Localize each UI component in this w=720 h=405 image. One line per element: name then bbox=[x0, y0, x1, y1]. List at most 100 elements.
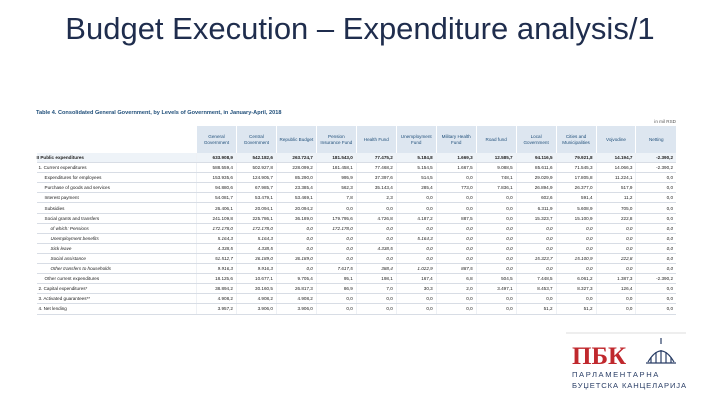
row-label: Purchase of goods and services bbox=[36, 182, 197, 194]
cell: 0,0 bbox=[595, 233, 636, 244]
cell: 0,0 bbox=[395, 303, 437, 315]
cell: 0,0 bbox=[355, 253, 397, 265]
cell: 1.667,5 bbox=[435, 162, 477, 174]
cell: 51.512,7 bbox=[196, 253, 237, 265]
cell: 0,0 bbox=[595, 293, 636, 305]
cell: 9.705,4 bbox=[275, 273, 317, 285]
cell: 5.184,8 bbox=[395, 153, 437, 164]
cell: 748,1 bbox=[475, 172, 517, 184]
cell: 222,8 bbox=[595, 253, 636, 265]
row-label: Interest payment bbox=[36, 192, 197, 204]
cell: 0,0 bbox=[435, 172, 477, 184]
cell: 0,0 bbox=[475, 202, 517, 214]
cell: 11,2 bbox=[595, 192, 636, 204]
cell: 7.836,1 bbox=[475, 182, 517, 194]
cell: 0,0 bbox=[475, 303, 517, 315]
cell: 0,0 bbox=[315, 303, 357, 315]
cell: 0,0 bbox=[595, 243, 636, 254]
cell: 172.178,0 bbox=[235, 223, 277, 234]
logo-mark: ПБК bbox=[572, 343, 626, 370]
cell: 181.458,1 bbox=[315, 162, 357, 174]
cell: 514,5 bbox=[395, 172, 437, 184]
cell: 0,0 bbox=[275, 223, 317, 234]
cell: 179.795,6 bbox=[315, 213, 357, 224]
cell: 241.109,8 bbox=[196, 213, 237, 224]
cell: 7,0 bbox=[355, 283, 397, 295]
cell: 222,8 bbox=[595, 213, 636, 224]
cell: 53.469,1 bbox=[275, 192, 317, 204]
table-unit: in mil RSD bbox=[654, 119, 676, 124]
cell: 4.338,5 bbox=[196, 243, 237, 254]
cell: 0,0 bbox=[435, 293, 477, 305]
cell: 11.224,1 bbox=[595, 172, 636, 184]
cell: 167,4 bbox=[395, 273, 437, 285]
cell: 6,8 bbox=[435, 273, 477, 285]
table-row: 1. Current expenditures 588.559,4 502.927,… bbox=[36, 162, 676, 174]
cell: 5.154,5 bbox=[395, 162, 437, 174]
cell: 4.338,5 bbox=[235, 243, 277, 254]
table-row: Unemployment benefits 5.164,3 5.164,3 0,0 0,… bbox=[36, 233, 676, 244]
cell: 0,0 bbox=[355, 223, 397, 234]
column-header: Unemployment Fund bbox=[395, 126, 437, 153]
cell: 35.143,4 bbox=[355, 182, 397, 194]
cell: 263.724,7 bbox=[275, 153, 317, 164]
cell: 181.543,0 bbox=[315, 153, 357, 164]
cell: 0,0 bbox=[395, 223, 437, 234]
cell: 26.377,0 bbox=[555, 182, 597, 194]
cell: 85.611,6 bbox=[515, 162, 557, 174]
cell: 773,0 bbox=[435, 182, 477, 194]
cell: 67.985,7 bbox=[235, 182, 277, 194]
cell: 3.497,1 bbox=[475, 283, 517, 295]
table-row: Interest payment 54.081,7 53.479,1 53.469,1… bbox=[36, 192, 676, 204]
cell: 388,4 bbox=[355, 263, 397, 275]
cell: 153.935,6 bbox=[196, 172, 237, 184]
cell: 10.677,1 bbox=[235, 273, 277, 285]
cell: 2,0 bbox=[435, 283, 477, 295]
cell: 94.116,5 bbox=[515, 153, 557, 164]
cell: 0,0 bbox=[475, 192, 517, 204]
cell: 0,0 bbox=[315, 202, 357, 214]
table-row: 4. Net lending 3.957,2 3.906,0 3.906,0 0,0 0,… bbox=[36, 303, 676, 315]
cell: 18.125,6 bbox=[196, 273, 237, 285]
cell: 0,0 bbox=[635, 233, 676, 244]
cell: 4.726,8 bbox=[355, 213, 397, 224]
row-label: 4. Net lending bbox=[36, 303, 197, 315]
cell: 0,0 bbox=[635, 223, 676, 234]
cell: 0,0 bbox=[595, 303, 636, 315]
cell: 95,1 bbox=[315, 273, 357, 285]
cell: 26.817,3 bbox=[275, 283, 317, 295]
cell: 285,4 bbox=[395, 182, 437, 194]
cell: 26.406,1 bbox=[196, 202, 237, 214]
cell: 9.916,3 bbox=[196, 263, 237, 275]
cell: 887,5 bbox=[435, 263, 477, 275]
row-label: of which: Pensions bbox=[36, 223, 197, 234]
cell: 0,0 bbox=[315, 293, 357, 305]
cell: 38.894,2 bbox=[196, 283, 237, 295]
cell: 0,0 bbox=[475, 233, 517, 244]
cell: 0,0 bbox=[275, 263, 317, 275]
cell: 0,0 bbox=[435, 303, 477, 315]
cell: 0,0 bbox=[635, 253, 676, 265]
row-label: Sick leave bbox=[36, 243, 197, 254]
cell: 0,0 bbox=[355, 303, 397, 315]
table-row: Expenditures for employees 153.935,6 124.9… bbox=[36, 172, 676, 184]
cell: 0,0 bbox=[475, 293, 517, 305]
cell: 0,0 bbox=[555, 293, 597, 305]
cell: 9.916,3 bbox=[235, 263, 277, 275]
column-header: Health Fund bbox=[355, 126, 397, 153]
logo-line2: БУЏЕТСКА КАНЦЕЛАРИЈА bbox=[572, 381, 686, 390]
cell: 85.290,0 bbox=[275, 172, 317, 184]
column-header: Central Government bbox=[235, 126, 277, 153]
header-row: General Government Central Government Repu… bbox=[36, 126, 676, 153]
cell: 504,5 bbox=[475, 273, 517, 285]
slide-title: Budget Execution – Expenditure analysis/… bbox=[65, 11, 655, 46]
cell: 3.906,0 bbox=[275, 303, 317, 315]
cell: 0,0 bbox=[395, 293, 437, 305]
cell: 51,2 bbox=[515, 303, 557, 315]
cell: 517,9 bbox=[595, 182, 636, 194]
cell: 4.908,2 bbox=[196, 293, 237, 305]
table-row: II Public expenditures 633.908,9 542.182,6… bbox=[36, 153, 676, 164]
cell: 633.908,9 bbox=[196, 153, 237, 164]
table-row: Subsidies 26.406,1 20.094,1 20.094,2 0,0 0,0 0… bbox=[36, 202, 676, 214]
row-label: Other current expenditures bbox=[36, 273, 197, 285]
